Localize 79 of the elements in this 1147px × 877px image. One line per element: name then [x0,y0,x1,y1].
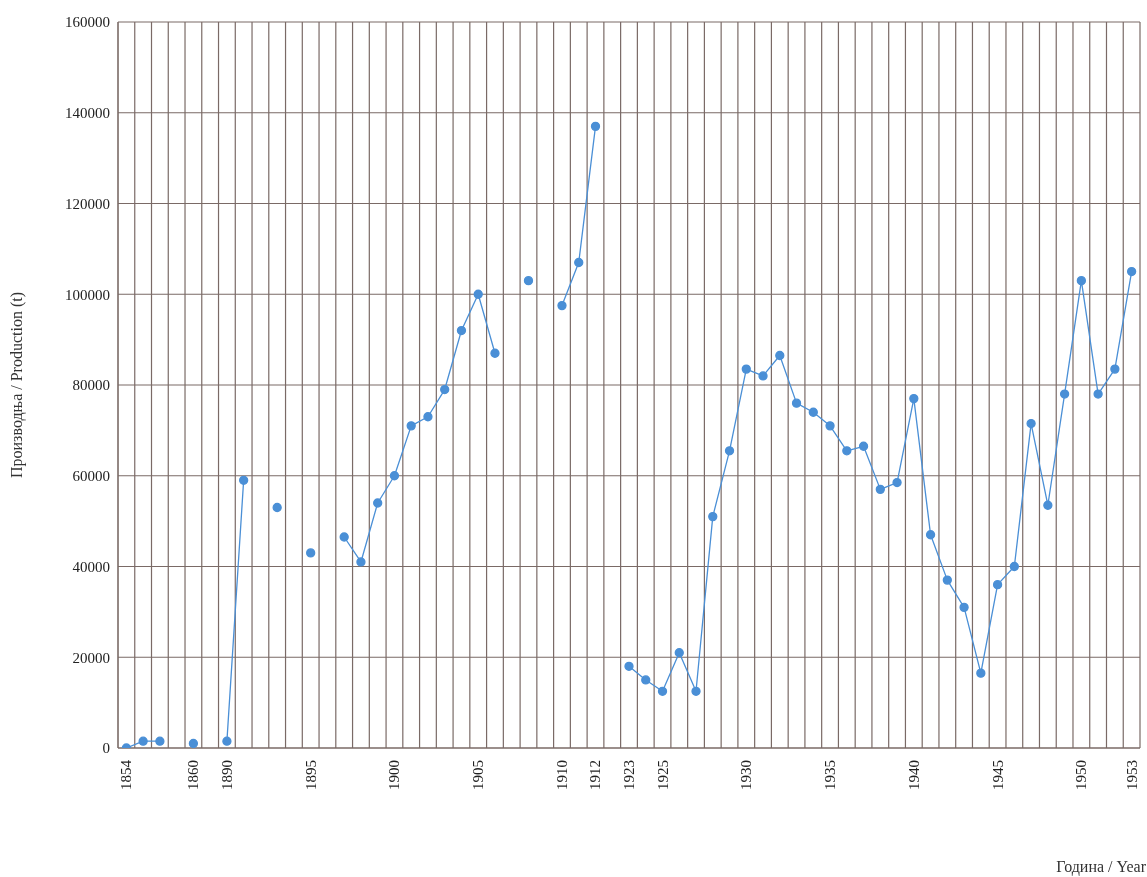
point [741,364,751,374]
x-tick-label: 1925 [654,760,671,790]
point [1110,364,1120,374]
point [657,686,668,696]
x-tick-label: 1860 [185,760,202,790]
y-tick-label: 80000 [72,377,110,394]
point [808,407,818,417]
y-tick-label: 140000 [65,105,110,122]
point [708,511,718,522]
point [239,475,249,485]
x-tick-label: 1854 [118,759,135,790]
x-axis-title: Година / Year [1056,858,1146,876]
point [641,675,651,685]
y-tick-label: 160000 [65,14,110,31]
point [389,471,400,481]
x-tick-label: 1910 [553,760,570,790]
x-tick-label: 1940 [905,760,922,790]
point [758,371,768,381]
point [590,121,601,132]
point [155,736,165,746]
x-tick-label: 1950 [1073,760,1090,790]
point [406,421,416,431]
point [959,602,969,612]
point [674,648,684,658]
x-tick-label: 1912 [587,760,604,790]
point [842,446,852,456]
point [1059,389,1070,399]
point [976,668,986,678]
point [138,736,148,746]
y-tick-label: 20000 [72,649,110,666]
x-tick-label: 1930 [738,760,755,790]
x-tick-label: 1953 [1123,760,1140,790]
x-tick-label: 1923 [621,760,637,790]
y-axis-title: Производња / Production (t) [7,292,26,478]
point [356,557,366,567]
point [909,393,919,404]
point [473,289,483,299]
point [892,477,902,488]
x-tick-label: 1935 [822,760,839,790]
point [791,398,802,408]
point [775,350,785,361]
point [858,441,869,451]
point [925,530,936,540]
point [222,736,232,746]
point [724,446,735,456]
point [272,502,282,513]
point [875,484,885,495]
point [557,300,567,311]
x-tick-label: 1890 [218,760,235,790]
point [624,661,634,671]
point [306,548,316,558]
point [456,325,467,336]
point [339,532,349,542]
point [490,348,500,358]
point [373,498,383,508]
x-tick-label: 1945 [989,760,1006,790]
y-tick-label: 40000 [72,558,110,575]
y-tick-label: 120000 [65,195,110,212]
point [574,257,584,268]
point [440,384,450,395]
point [942,575,952,585]
point [992,580,1003,590]
y-tick-label: 100000 [65,286,110,303]
point [825,421,835,431]
y-tick-label: 60000 [72,468,110,485]
point [188,738,199,748]
point [523,275,534,286]
x-tick-label: 1895 [302,760,319,790]
point [423,412,433,422]
point [1126,266,1137,277]
point [1076,275,1087,286]
point [691,686,701,696]
point [1026,418,1036,429]
point [1043,500,1053,510]
x-tick-label: 1900 [386,760,403,790]
y-tick-label: 0 [102,740,110,757]
point [1009,561,1019,572]
point [1093,389,1103,399]
x-tick-label: 1905 [470,760,487,790]
